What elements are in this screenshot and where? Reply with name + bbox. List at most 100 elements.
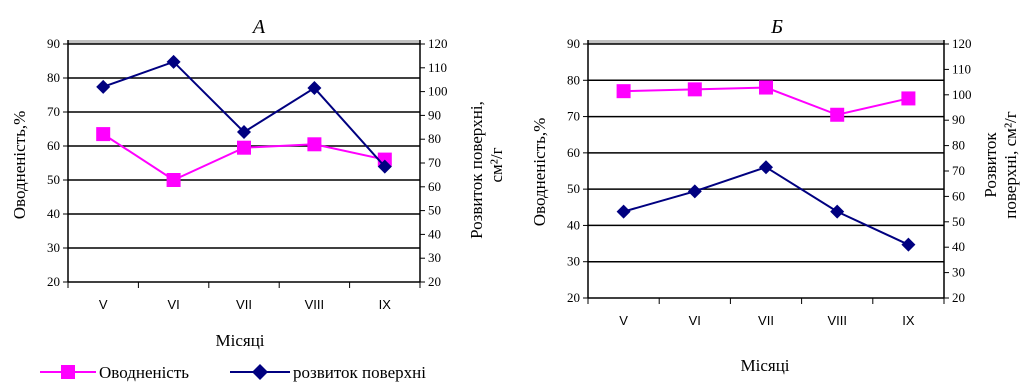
chart-b-plot-area [588, 40, 944, 44]
chart-a-category-label: VII [236, 297, 252, 312]
chart-b-category-label: V [619, 313, 628, 328]
chart-b-axes [587, 40, 945, 299]
chart-b-left-tick-label: 20 [567, 290, 580, 305]
chart-a-left-tick-label: 80 [47, 70, 60, 85]
chart-b-point-rozvytok [616, 204, 631, 219]
legend-item-rozvytok: розвиток поверхні [230, 363, 426, 382]
chart-a-left-tick-label: 90 [47, 36, 60, 51]
chart-a-point-ovodnenist [307, 137, 322, 152]
chart-b-xlabel: Місяці [740, 356, 789, 375]
legend: Оводненість розвиток поверхні [40, 363, 426, 382]
chart-b-right-tick-label: 80 [952, 138, 965, 153]
chart-b-point-ovodnenist [830, 107, 845, 122]
chart-b-point-ovodnenist [616, 84, 631, 99]
chart-b-left-tick-label: 30 [567, 254, 580, 269]
chart-a-right-tick-label: 70 [428, 155, 441, 170]
chart-b-category-label: IX [902, 313, 915, 328]
chart-b-point-ovodnenist [687, 82, 702, 97]
chart-a-point-rozvytok [96, 79, 111, 94]
chart-b-left-tick-labels: 20 30 40 50 60 70 80 90 [567, 36, 588, 305]
chart-a-right-tick-label: 80 [428, 131, 441, 146]
chart-b-right-tick-label: 70 [952, 163, 965, 178]
chart-b-left-tick-label: 60 [567, 145, 580, 160]
chart-b-top-band [588, 40, 944, 44]
chart-a-point-rozvytok [166, 54, 181, 69]
chart-a-point-rozvytok [307, 81, 322, 96]
chart-b-right-tick-label: 30 [952, 265, 965, 280]
chart-b-ylabel-right-line2: поверхні, см²/г [1001, 111, 1020, 219]
chart-a-right-tick-label: 40 [428, 226, 441, 241]
chart-a-left-tick-label: 60 [47, 138, 60, 153]
chart-a-right-tick-label: 60 [428, 179, 441, 194]
chart-a-ylabel-right-line2: см²/г [487, 147, 506, 182]
chart-a-point-rozvytok [237, 125, 251, 140]
chart-b-left-tick-label: 80 [567, 72, 580, 87]
chart-a-right-tick-label: 120 [428, 36, 448, 51]
chart-b-right-tick-label: 90 [952, 112, 965, 127]
chart-b-category-label: VI [689, 313, 701, 328]
chart-b-right-tick-labels: 20 30 40 50 60 70 80 90 100 110 120 [944, 36, 972, 305]
chart-a-right-tick-labels: 20 30 40 50 60 70 80 90 100 110 120 [420, 36, 448, 289]
chart-b-right-tick-label: 40 [952, 239, 965, 254]
chart-a-right-tick-label: 110 [428, 60, 447, 75]
chart-a-left-tick-label: 50 [47, 172, 60, 187]
chart-a-category-label: IX [379, 297, 392, 312]
chart-a-category-label: V [99, 297, 108, 312]
chart-b-right-tick-label: 120 [952, 36, 972, 51]
chart-b-right-tick-label: 50 [952, 214, 965, 229]
chart-a-right-tick-label: 30 [428, 250, 441, 265]
chart-a-series [96, 54, 392, 187]
chart-b-gridlines [588, 43, 944, 263]
chart-a-ylabel-left: Оводненість,% [10, 111, 29, 219]
chart-a-left-tick-label: 70 [47, 104, 60, 119]
chart-a: 20 30 40 50 60 70 80 90 20 30 40 50 60 70 80 90 100 110 1… [10, 16, 506, 350]
chart-a-right-tick-label: 50 [428, 203, 441, 218]
legend-item-ovodnenist: Оводненість [40, 363, 189, 382]
legend-label-ovodnenist: Оводненість [99, 363, 189, 382]
chart-a-category-label: VI [167, 297, 179, 312]
chart-a-right-tick-label: 100 [428, 84, 448, 99]
chart-b-ylabel-right-line1: Розвиток [981, 132, 1000, 198]
chart-b-right-tick-label: 110 [952, 61, 971, 76]
chart-a-left-tick-label: 40 [47, 206, 60, 221]
chart-b-series [616, 80, 916, 252]
chart-b-ylabel-left: Оводненість,% [530, 118, 549, 226]
legend-marker-square [61, 365, 75, 379]
chart-a-point-ovodnenist [237, 140, 251, 155]
chart-b-left-tick-label: 40 [567, 217, 580, 232]
chart-b-category-label: VII [758, 313, 774, 328]
chart-a-left-tick-labels: 20 30 40 50 60 70 80 90 [47, 36, 68, 289]
chart-b-point-rozvytok [759, 160, 773, 175]
chart-b-left-tick-label: 50 [567, 181, 580, 196]
chart-a-point-ovodnenist [166, 173, 181, 187]
chart-b-left-tick-label: 90 [567, 36, 580, 51]
chart-a-category-label: VIII [305, 297, 325, 312]
chart-b-series-line-rozvytok [623, 166, 909, 246]
chart-b: 20 30 40 50 60 70 80 90 20 30 40 50 60 70 80 90 100 110 1… [530, 16, 1020, 375]
chart-a-right-tick-label: 90 [428, 107, 441, 122]
chart-a-title: А [251, 16, 266, 38]
chart-b-title: Б [770, 16, 783, 38]
chart-b-point-rozvytok [687, 184, 702, 199]
chart-b-point-ovodnenist [901, 91, 916, 106]
chart-a-category-labels: V VI VII VIII IX [67, 282, 421, 312]
chart-b-right-tick-label: 100 [952, 87, 972, 102]
chart-a-point-rozvytok [377, 159, 392, 174]
chart-b-left-tick-label: 70 [567, 109, 580, 124]
chart-b-point-rozvytok [901, 237, 916, 252]
chart-a-top-band [68, 40, 420, 44]
chart-a-axes [67, 40, 421, 283]
chart-b-right-tick-label: 20 [952, 290, 965, 305]
legend-marker-diamond [252, 364, 268, 380]
chart-a-left-tick-label: 30 [47, 240, 60, 255]
chart-a-xlabel: Місяці [215, 331, 264, 350]
chart-a-left-tick-label: 20 [47, 274, 60, 289]
chart-b-point-ovodnenist [759, 80, 773, 95]
legend-label-rozvytok: розвиток поверхні [293, 363, 426, 382]
chart-b-right-tick-label: 60 [952, 188, 965, 203]
chart-b-point-rozvytok [830, 204, 845, 219]
chart-a-plot-area [68, 40, 420, 44]
chart-a-ylabel-right-line1: Розвиток поверхні, [467, 101, 486, 239]
chart-a-point-ovodnenist [96, 127, 111, 142]
